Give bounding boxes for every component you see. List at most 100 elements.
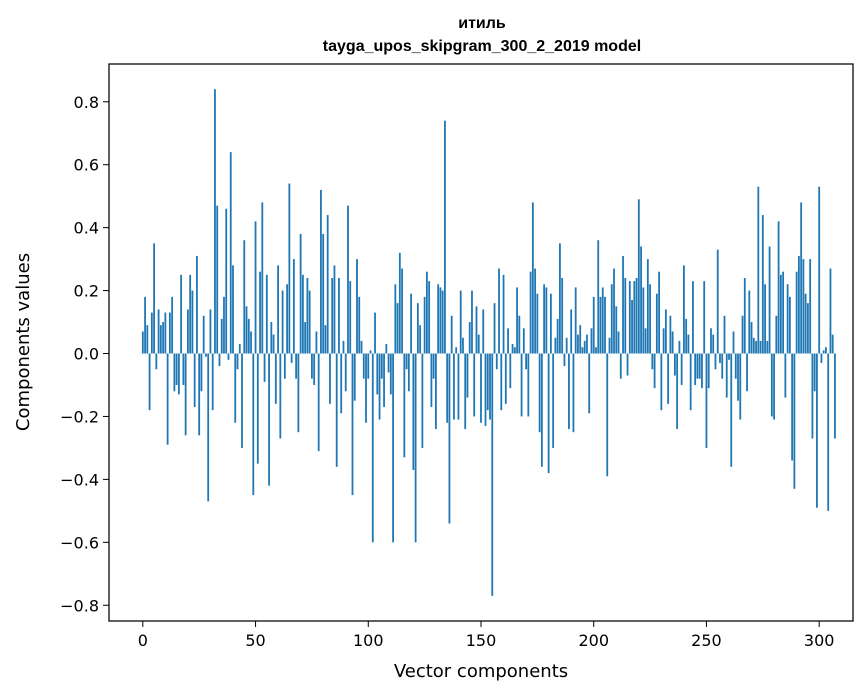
bar — [732, 331, 735, 354]
y-tick-label: 0.2 — [74, 282, 99, 301]
bar — [694, 353, 697, 385]
bar — [396, 303, 399, 354]
bar — [626, 353, 629, 376]
bar — [599, 296, 602, 354]
bar — [162, 322, 165, 354]
bar — [155, 353, 158, 370]
bar — [448, 353, 451, 524]
y-tick-label: 0.4 — [74, 219, 99, 238]
bar — [520, 353, 523, 417]
bar — [432, 353, 435, 379]
bar — [202, 315, 205, 354]
bar — [577, 334, 579, 354]
bar — [818, 186, 821, 354]
bar — [252, 353, 255, 496]
bar — [707, 353, 710, 389]
bar — [281, 290, 284, 354]
bar — [365, 353, 367, 423]
bar — [229, 152, 232, 354]
x-tick-label: 50 — [245, 631, 265, 650]
bar — [746, 353, 748, 392]
bar — [259, 271, 261, 354]
bar — [342, 340, 345, 354]
bar — [486, 353, 489, 411]
bar — [719, 353, 721, 363]
bar — [329, 353, 331, 404]
bar — [462, 337, 464, 354]
bar — [148, 353, 151, 411]
x-tick-label: 0 — [138, 631, 148, 650]
bar — [290, 353, 293, 363]
bar — [529, 271, 532, 354]
bar — [554, 337, 557, 354]
bar — [559, 243, 561, 354]
bar — [279, 353, 282, 439]
bar — [592, 296, 595, 354]
bar — [534, 268, 537, 354]
bar — [351, 353, 354, 496]
bar — [425, 271, 428, 354]
bar — [274, 353, 277, 404]
bar — [245, 306, 248, 354]
bar — [687, 334, 690, 354]
bar — [211, 353, 214, 411]
bar — [590, 328, 593, 354]
bar — [606, 353, 609, 477]
bar — [358, 296, 361, 354]
bar — [401, 268, 403, 354]
bar — [196, 255, 198, 354]
bar — [437, 284, 440, 354]
bar — [797, 255, 800, 354]
bar — [692, 281, 694, 354]
bar — [306, 277, 309, 354]
bar — [207, 353, 210, 502]
bar — [254, 221, 257, 354]
bar — [574, 287, 577, 354]
bar — [739, 353, 742, 420]
bar — [759, 340, 762, 354]
bar — [667, 353, 670, 404]
bar — [734, 353, 737, 379]
bar — [457, 353, 460, 420]
bar — [651, 353, 654, 370]
bar — [728, 353, 730, 360]
bar — [725, 353, 728, 398]
bar — [218, 353, 221, 367]
bar — [509, 353, 512, 389]
bar — [527, 353, 530, 417]
bar — [705, 353, 708, 448]
bar — [256, 353, 259, 464]
y-tick-label: 0.0 — [74, 345, 99, 364]
bar — [164, 312, 167, 354]
bar — [216, 205, 219, 354]
x-tick-label: 100 — [353, 631, 384, 650]
bar — [689, 353, 692, 411]
bar — [308, 290, 311, 354]
bar — [184, 353, 187, 436]
y-tick-label: −0.4 — [60, 470, 99, 489]
bar — [419, 325, 422, 354]
bar — [793, 353, 796, 489]
bar — [405, 353, 408, 370]
bar — [250, 331, 252, 354]
bar — [288, 183, 291, 354]
bar — [369, 350, 372, 354]
bar — [455, 347, 458, 354]
bar — [236, 353, 239, 370]
bar — [198, 353, 201, 436]
bar — [777, 221, 780, 354]
bar — [761, 215, 764, 354]
bar — [673, 353, 676, 376]
bar — [477, 334, 480, 354]
bar — [374, 312, 376, 354]
chart-subtitle: tayga_upos_skipgram_300_2_2019 model — [323, 38, 641, 55]
bar — [766, 340, 769, 354]
x-tick-label: 300 — [804, 631, 835, 650]
bar — [588, 353, 591, 414]
bar — [579, 325, 582, 354]
bar — [601, 287, 604, 354]
bar — [277, 265, 279, 354]
bar — [286, 284, 289, 354]
bar — [482, 309, 485, 354]
bar — [495, 353, 498, 370]
